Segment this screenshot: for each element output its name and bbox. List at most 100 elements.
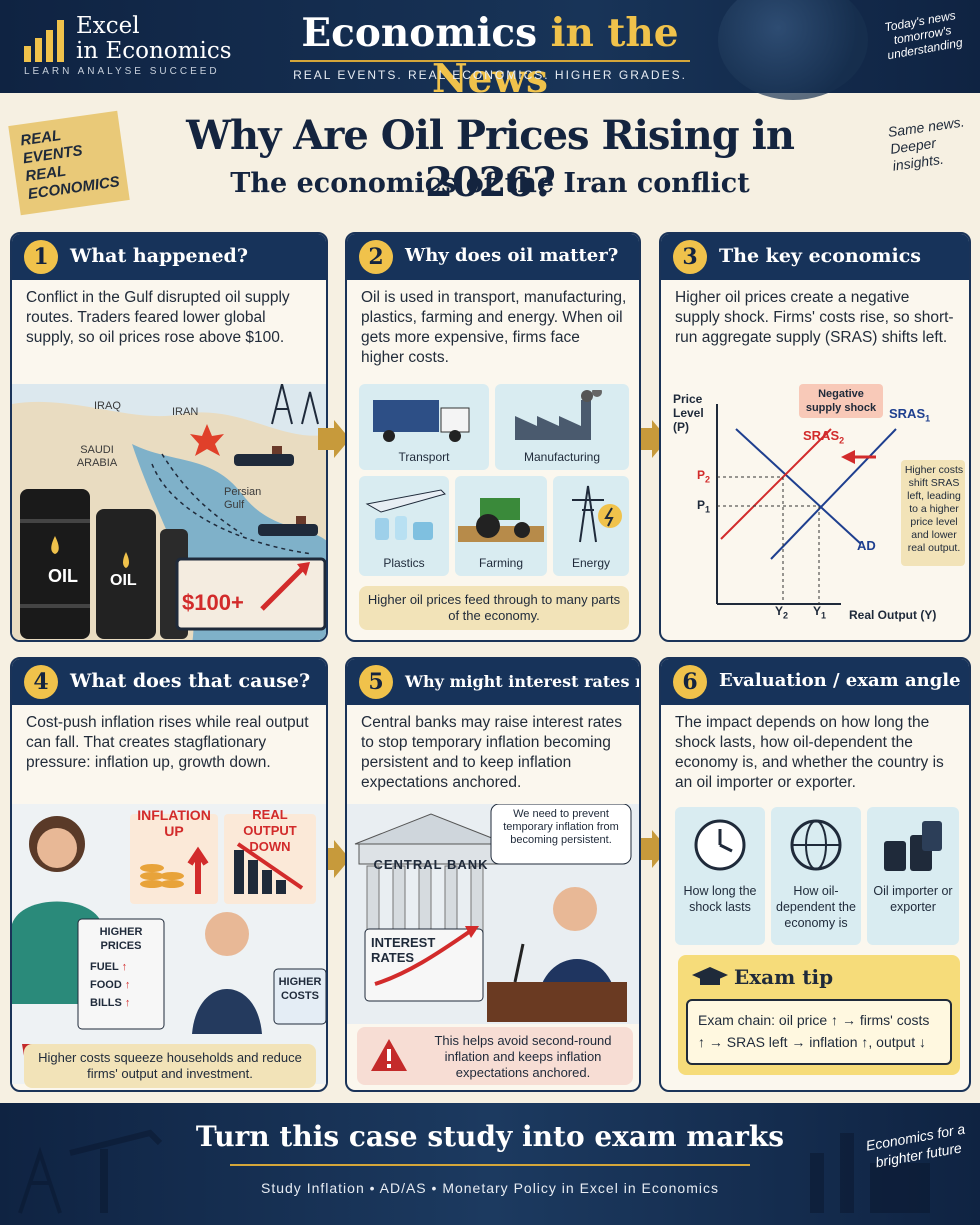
factory-icon xyxy=(515,387,602,440)
tile-label: Plastics xyxy=(383,556,425,570)
card-key-economics: 3 The key economics Higher oil prices cr… xyxy=(659,232,971,642)
card-number: 6 xyxy=(673,665,707,699)
p2-label: P2 xyxy=(697,468,710,484)
p1-subscript: 1 xyxy=(705,504,711,515)
real-events-sticker: REAL EVENTS REAL ECONOMICS xyxy=(8,110,130,216)
side-note: Same news. Deeper insights. xyxy=(886,113,966,174)
shock-label: Negative supply shock xyxy=(799,384,883,418)
page-title: Why Are Oil Prices Rising in 2026? xyxy=(186,112,795,206)
card-number: 1 xyxy=(24,240,58,274)
up-arrow-icon: ↑ xyxy=(124,997,131,1009)
p2-text: P xyxy=(697,468,706,482)
sras-ad-diagram xyxy=(716,404,965,605)
barrel-label: OIL xyxy=(110,572,137,589)
logo-line2: in Economics xyxy=(76,38,232,64)
card-body: Higher oil prices create a negative supp… xyxy=(675,289,954,346)
card-body: Central banks may raise interest rates t… xyxy=(361,714,623,791)
card-title: What does that cause? xyxy=(70,670,311,692)
card-header: 2 Why does oil matter? xyxy=(347,234,639,280)
map-label-saudi-arabia: SAUDI ARABIA xyxy=(76,444,118,469)
tile-manufacturing: Manufacturing xyxy=(495,384,629,470)
footer-subtitle[interactable]: Study Inflation • AD/AS • Monetary Polic… xyxy=(261,1180,719,1196)
y1-text: Y xyxy=(813,604,822,618)
oil-pump-icon xyxy=(18,1129,163,1214)
card-number: 3 xyxy=(673,240,707,274)
tile-label: Farming xyxy=(478,556,523,570)
price-sign-label: $100+ xyxy=(182,590,244,615)
barrel-label: OIL xyxy=(48,566,78,586)
barrels-icon xyxy=(884,821,942,871)
map-label-iran: IRAN xyxy=(172,406,199,418)
logo[interactable]: Excel in Economics LEARN ANALYSE SUCCEED xyxy=(22,14,252,84)
household-firm-illustration xyxy=(12,804,326,1084)
tile-duration: How long the shock lasts xyxy=(675,807,765,945)
corner-note: Today's news tomorrow's understanding xyxy=(883,8,964,63)
card-body: Cost-push inflation rises while real out… xyxy=(26,714,309,771)
ad-curve xyxy=(735,428,862,545)
logo-tagline: LEARN ANALYSE SUCCEED xyxy=(24,66,220,77)
y2-subscript: 2 xyxy=(783,610,789,621)
output-label: REAL OUTPUT DOWN xyxy=(243,807,297,854)
caption-text: This helps avoid second-round inflation … xyxy=(434,1033,612,1080)
podium xyxy=(487,982,627,1022)
prices-sign xyxy=(77,918,165,1030)
card-number: 5 xyxy=(359,665,393,699)
banner-title-part1: Economics xyxy=(301,10,538,56)
costs-sign xyxy=(273,968,326,1025)
x-axis-label: Real Output (Y) xyxy=(849,608,937,622)
tile-oil-dependence: How oil-dependent the economy is xyxy=(771,807,861,945)
bank-label: CENTRAL BANK xyxy=(373,857,489,872)
header-banner: Excel in Economics LEARN ANALYSE SUCCEED… xyxy=(0,0,980,102)
tile-label: Transport xyxy=(398,450,450,464)
up-arrow-icon xyxy=(187,846,209,894)
card-header: 5 Why might interest rates rise? xyxy=(347,659,639,705)
banner-subtitle: REAL EVENTS. REAL ECONOMICS. HIGHER GRAD… xyxy=(293,68,687,82)
p1-text: P xyxy=(697,498,706,512)
card-header: 3 The key economics xyxy=(661,234,969,280)
y1-subscript: 1 xyxy=(821,610,827,621)
logo-line1: Excel xyxy=(76,13,140,39)
clock-icon xyxy=(694,819,746,871)
card-title: Why might interest rates rise? xyxy=(405,672,639,691)
exam-tip-box: Exam tip Exam chain: oil price ↑ → firms… xyxy=(678,955,960,1075)
card-number: 2 xyxy=(359,240,393,274)
banner-title-part3: News xyxy=(432,56,548,102)
sras1-subscript: 1 xyxy=(925,413,931,424)
ad-label: AD xyxy=(857,538,876,553)
banner-title-part2: in the xyxy=(550,10,679,56)
card-title: Why does oil matter? xyxy=(405,245,619,266)
price-item-bills: BILLS ↑ xyxy=(90,997,130,1009)
y-axis-label: Price Level (P) xyxy=(673,392,704,434)
central-bank-illustration xyxy=(347,804,639,1024)
up-arrow-icon: ↑ xyxy=(121,961,128,973)
card-title: Evaluation / exam angle xyxy=(719,670,961,691)
globe-icon xyxy=(790,819,842,871)
refinery-icon xyxy=(810,1133,930,1213)
card-what-it-causes: 4 What does that cause? Cost-push inflat… xyxy=(10,657,328,1092)
flow-arrow-icon xyxy=(318,420,350,458)
sras2-subscript: 2 xyxy=(839,435,845,446)
tile-label: Oil importer or exporter xyxy=(873,884,953,914)
tanker-icon xyxy=(258,516,318,536)
tile-label: Manufacturing xyxy=(523,450,601,464)
coins-icon xyxy=(140,864,184,888)
card-body: The impact depends on how long the shock… xyxy=(675,714,944,791)
tractor-icon xyxy=(458,498,544,542)
oil-rig-icon xyxy=(271,384,319,425)
footer-divider xyxy=(230,1164,750,1166)
tile-plastics: Plastics xyxy=(359,476,449,576)
speech-text: We need to prevent temporary inflation f… xyxy=(503,808,619,846)
price-item-label: BILLS xyxy=(90,997,122,1009)
sras2-text: SRAS xyxy=(803,428,840,443)
globe-icon xyxy=(718,0,868,100)
price-sign xyxy=(175,557,326,631)
y2-text: Y xyxy=(775,604,784,618)
plane-and-bottles-icon xyxy=(365,489,446,540)
diagram-note: Higher costs shift SRAS left, leading to… xyxy=(904,464,964,554)
sras2-curve xyxy=(720,428,832,540)
graduation-cap-icon xyxy=(692,967,728,985)
map-label-iraq: IRAQ xyxy=(94,400,121,412)
sras1-curve xyxy=(770,428,897,560)
sras2-label: SRAS2 xyxy=(803,428,844,446)
warning-caption: This helps avoid second-round inflation … xyxy=(357,1027,633,1085)
